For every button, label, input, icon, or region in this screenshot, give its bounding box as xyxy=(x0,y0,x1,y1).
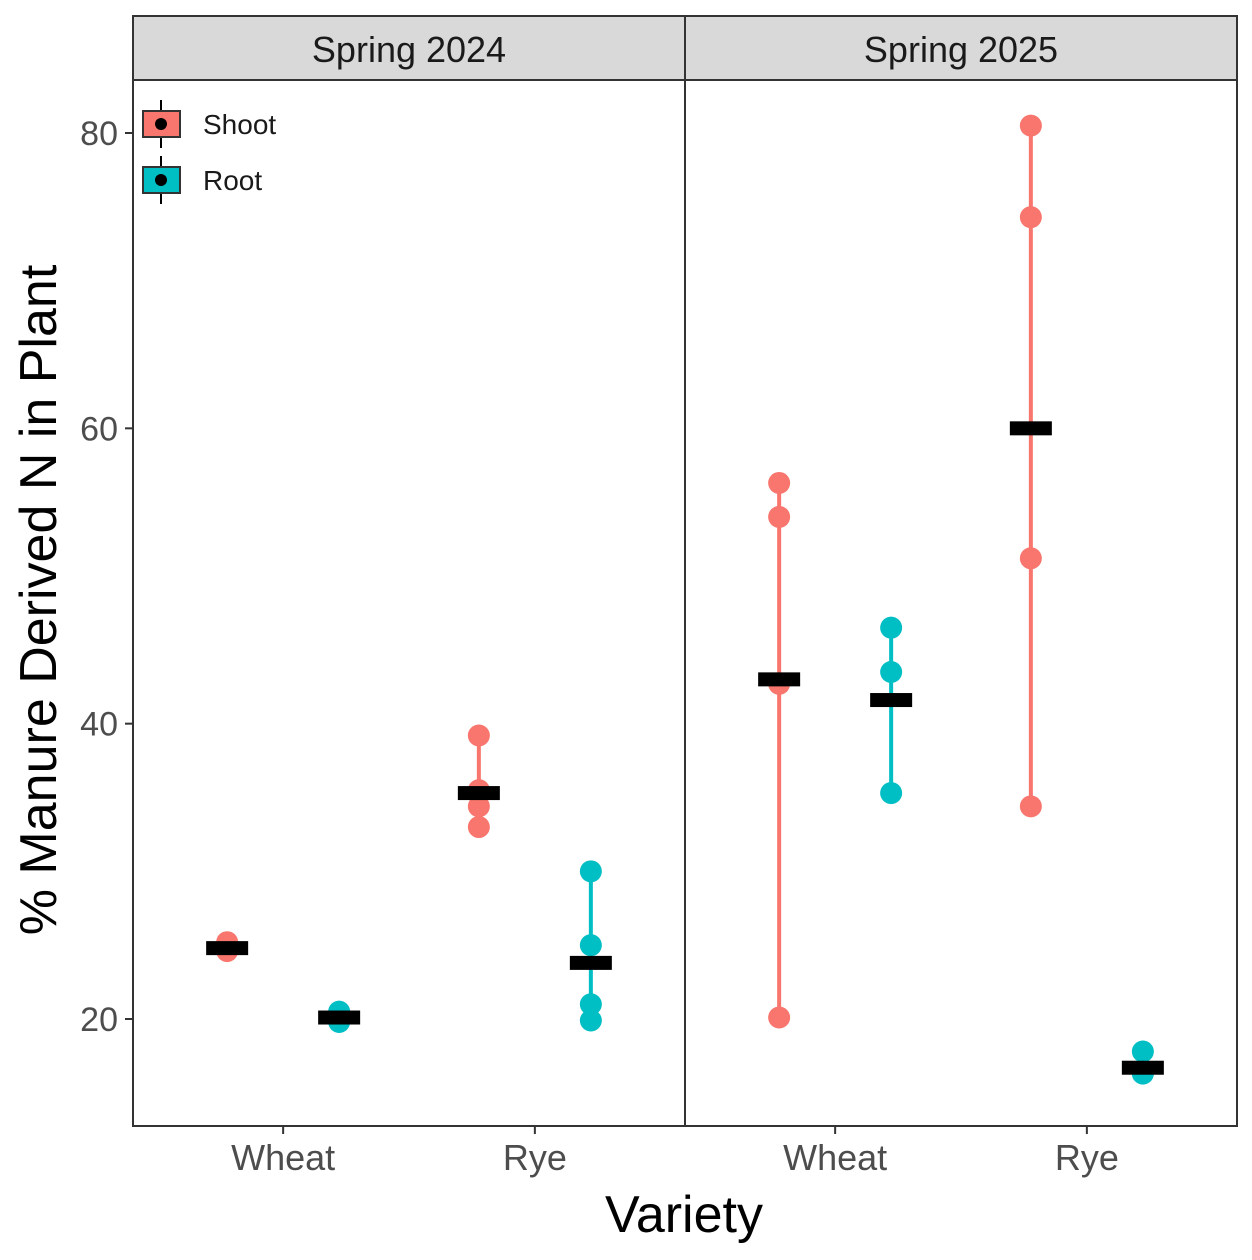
data-point xyxy=(579,993,602,1016)
facet-strip-label: Spring 2025 xyxy=(864,29,1058,70)
y-axis: 20 40 60 80 xyxy=(80,115,133,1039)
data-point xyxy=(1131,1040,1154,1063)
data-point xyxy=(880,782,903,805)
data-point xyxy=(1019,795,1042,818)
facet-panels: Spring 2024 Spring 2025 xyxy=(132,15,1238,1127)
data-point xyxy=(1019,206,1042,229)
data-point xyxy=(1019,114,1042,137)
mean-bar xyxy=(457,786,500,801)
y-tick-label: 60 xyxy=(80,410,118,448)
data-marks xyxy=(206,114,1164,1085)
x-tick-label: Rye xyxy=(1055,1137,1119,1178)
facet-strip xyxy=(132,15,686,81)
data-point xyxy=(579,934,602,957)
x-tick-label: Wheat xyxy=(231,1137,335,1178)
mean-bar xyxy=(569,955,612,970)
mean-bar xyxy=(1121,1060,1164,1075)
data-point xyxy=(880,616,903,639)
data-point xyxy=(579,860,602,883)
y-axis-title: % Manure Derived N in Plant xyxy=(10,264,68,935)
legend-key-point xyxy=(155,174,167,186)
data-point xyxy=(467,816,490,839)
data-point xyxy=(467,724,490,747)
y-tick-label: 20 xyxy=(80,1001,118,1039)
facet-strip xyxy=(684,15,1238,81)
mean-bar xyxy=(870,693,913,708)
x-tick-label: Rye xyxy=(503,1137,567,1178)
data-point xyxy=(768,505,791,528)
data-point xyxy=(768,471,791,494)
data-point xyxy=(768,1006,791,1029)
facet-strip-label: Spring 2024 xyxy=(312,29,506,70)
data-point xyxy=(579,1009,602,1032)
legend-label: Shoot xyxy=(203,109,276,140)
mean-bar xyxy=(758,672,801,687)
mean-bar xyxy=(1009,421,1052,436)
data-point xyxy=(1019,547,1042,570)
facet-panel-border xyxy=(684,79,1238,1127)
y-tick-label: 80 xyxy=(80,115,118,153)
x-axis: Wheat Rye Wheat Rye xyxy=(231,1126,1119,1178)
x-axis-title: Variety xyxy=(605,1186,763,1244)
mean-bar xyxy=(206,941,249,956)
data-point xyxy=(467,795,490,818)
y-tick-label: 40 xyxy=(80,706,118,744)
x-tick-label: Wheat xyxy=(783,1137,887,1178)
mean-bar xyxy=(318,1010,361,1025)
legend-key-point xyxy=(155,118,167,130)
legend: Shoot Root xyxy=(142,100,276,204)
legend-label: Root xyxy=(203,165,262,196)
data-point xyxy=(880,660,903,683)
